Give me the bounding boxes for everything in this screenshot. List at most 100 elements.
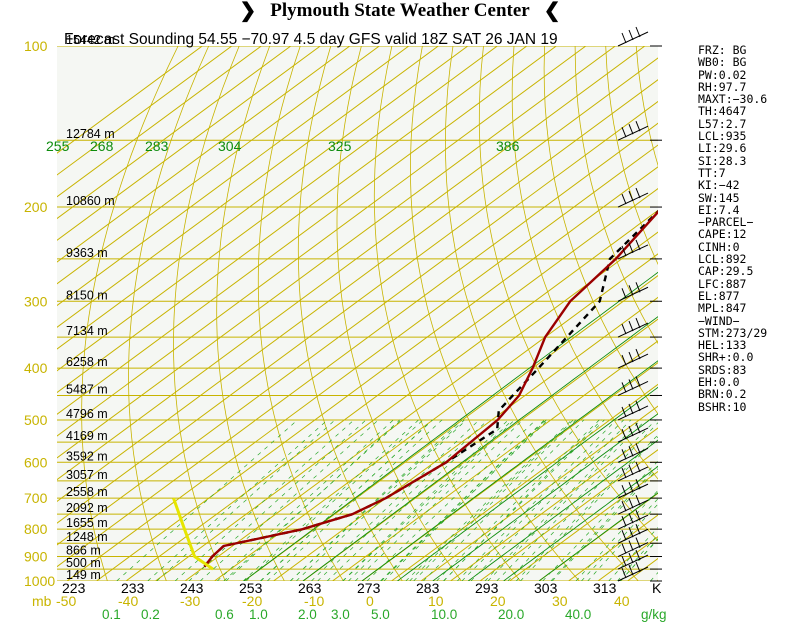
isotherm-line [57,46,469,350]
moist-adiabat-line [243,271,658,581]
dry-adiabat-line [336,46,462,581]
celsius-tick-label: 10 [428,593,444,609]
wind-barb-icon [617,376,649,396]
mixing-ratio-line [223,419,402,581]
wind-barb-feather [628,29,634,41]
page-title: Plymouth State Weather Center [270,0,530,21]
wind-barb-feather [628,464,634,476]
mixing-ratio-line [354,419,524,581]
wind-barb-icon [617,443,649,463]
mixing-ratio-line [678,420,800,581]
wind-barb-feather [635,282,641,293]
height-label: 10860 m [66,194,115,208]
wind-barb-feather [621,193,627,205]
wind-barb-icon [617,239,649,260]
wind-barb-feather [621,515,627,527]
celsius-tick-label: -10 [304,593,324,609]
mixing-ratio-line [199,419,379,581]
index-item: PW:0.02 [698,67,747,82]
height-label: 4169 m [66,429,108,443]
wind-barb-feather [621,127,627,138]
mixing-ratio-line [156,419,336,581]
isotherm-line [302,318,658,581]
mixing-ratio-line [174,419,355,581]
height-label: 8150 m [66,288,108,302]
kelvin-unit-label: K [652,580,662,596]
wind-barb-feather [635,494,641,506]
wind-barb-feather [621,543,627,554]
mixing-ratio-line [764,420,800,581]
mixing-ratio-label: 0.6 [215,607,234,622]
dry-adiabat-line [444,46,639,581]
kelvin-tick-label: 283 [416,580,440,596]
mixing-ratio-line [405,419,573,581]
dry-adiabat-line [478,46,658,542]
dry-adiabat-line [543,46,658,415]
wind-barb-icon [617,461,649,482]
theta-label: 255 [46,138,70,154]
indices-panel: FRZ: BG WB0: BG PW:0.02 RH:97.7 MAXT:−30.6 TH… [698,44,798,413]
height-label: 4796 m [66,407,108,421]
index-item: CAPE:12 [698,227,747,242]
wind-barb-feather [621,500,627,512]
index-item: EI:7.4 [698,202,740,217]
mixing-ratio-line [550,465,658,581]
isotherm-line [57,46,439,328]
wind-barb-icon [617,561,649,582]
wind-barb-feather [635,239,641,251]
height-label: 6258 m [66,355,108,369]
isotherm-line [332,340,658,581]
wind-barb-feather [628,552,634,564]
index-item: RH:97.7 [698,79,747,94]
index-item: TT:7 [698,165,726,180]
pressure-tick-label: 500 [24,412,48,428]
kelvin-tick-label: 313 [593,580,617,596]
chart-title: Forecast Sounding 54.55 −70.97 4.5 day G… [64,31,558,48]
mixing-ratio-line [542,460,658,581]
kelvin-tick-label: 243 [180,580,204,596]
index-item: SW:145 [698,190,740,205]
isotherm-line [243,275,658,581]
isotherm-line [479,449,658,581]
wind-barb-feather [628,446,634,457]
index-item: FRZ: BG [698,43,747,57]
wind-barb-feather [621,428,627,440]
pressure-tick-label: 1000 [24,573,55,589]
wind-barb-feather [635,461,641,473]
index-item: CINH:0 [698,239,740,254]
mixing-ratio-line [692,420,800,581]
isotherm-line [57,46,321,241]
mixing-ratio-line [443,419,602,581]
index-item: −WIND− [698,313,740,328]
moist-adiabat-line [432,413,658,581]
wind-layer [617,26,662,582]
wind-barb-feather [635,537,641,548]
pressure-tick-label: 800 [24,521,48,537]
isotherm-line [57,46,587,437]
mixing-ratio-line [581,498,658,581]
wind-barb-feather [621,467,627,479]
mixing-ratio-line [381,419,549,581]
mixing-ratio-line [507,422,658,581]
mixing-ratio-line [317,419,489,581]
pressure-tick-label: 400 [24,360,48,376]
wind-barb-feather [628,124,634,135]
mixing-ratio-line [496,419,657,581]
moist-adiabat-line [503,465,658,581]
mixing-ratio-label: 0.1 [102,607,121,622]
wind-barb-icon [617,422,649,443]
isotherm-line [57,46,292,220]
mixing-ratio-line [461,419,625,581]
mixing-ratio-line [380,419,545,581]
kelvin-tick-label: 253 [239,580,263,596]
kelvin-tick-label: 273 [357,580,381,596]
mixing-ratio-line [484,419,641,581]
wind-barb-feather [628,497,634,509]
isotherm-line [57,46,616,459]
wind-barb-feather [628,379,634,390]
wind-barb-icon [617,549,649,570]
wind-barb-feather [628,512,634,524]
pressure-tick-label: 900 [24,549,48,565]
wind-barb-feather [628,320,634,332]
isotherm-line [57,57,658,502]
